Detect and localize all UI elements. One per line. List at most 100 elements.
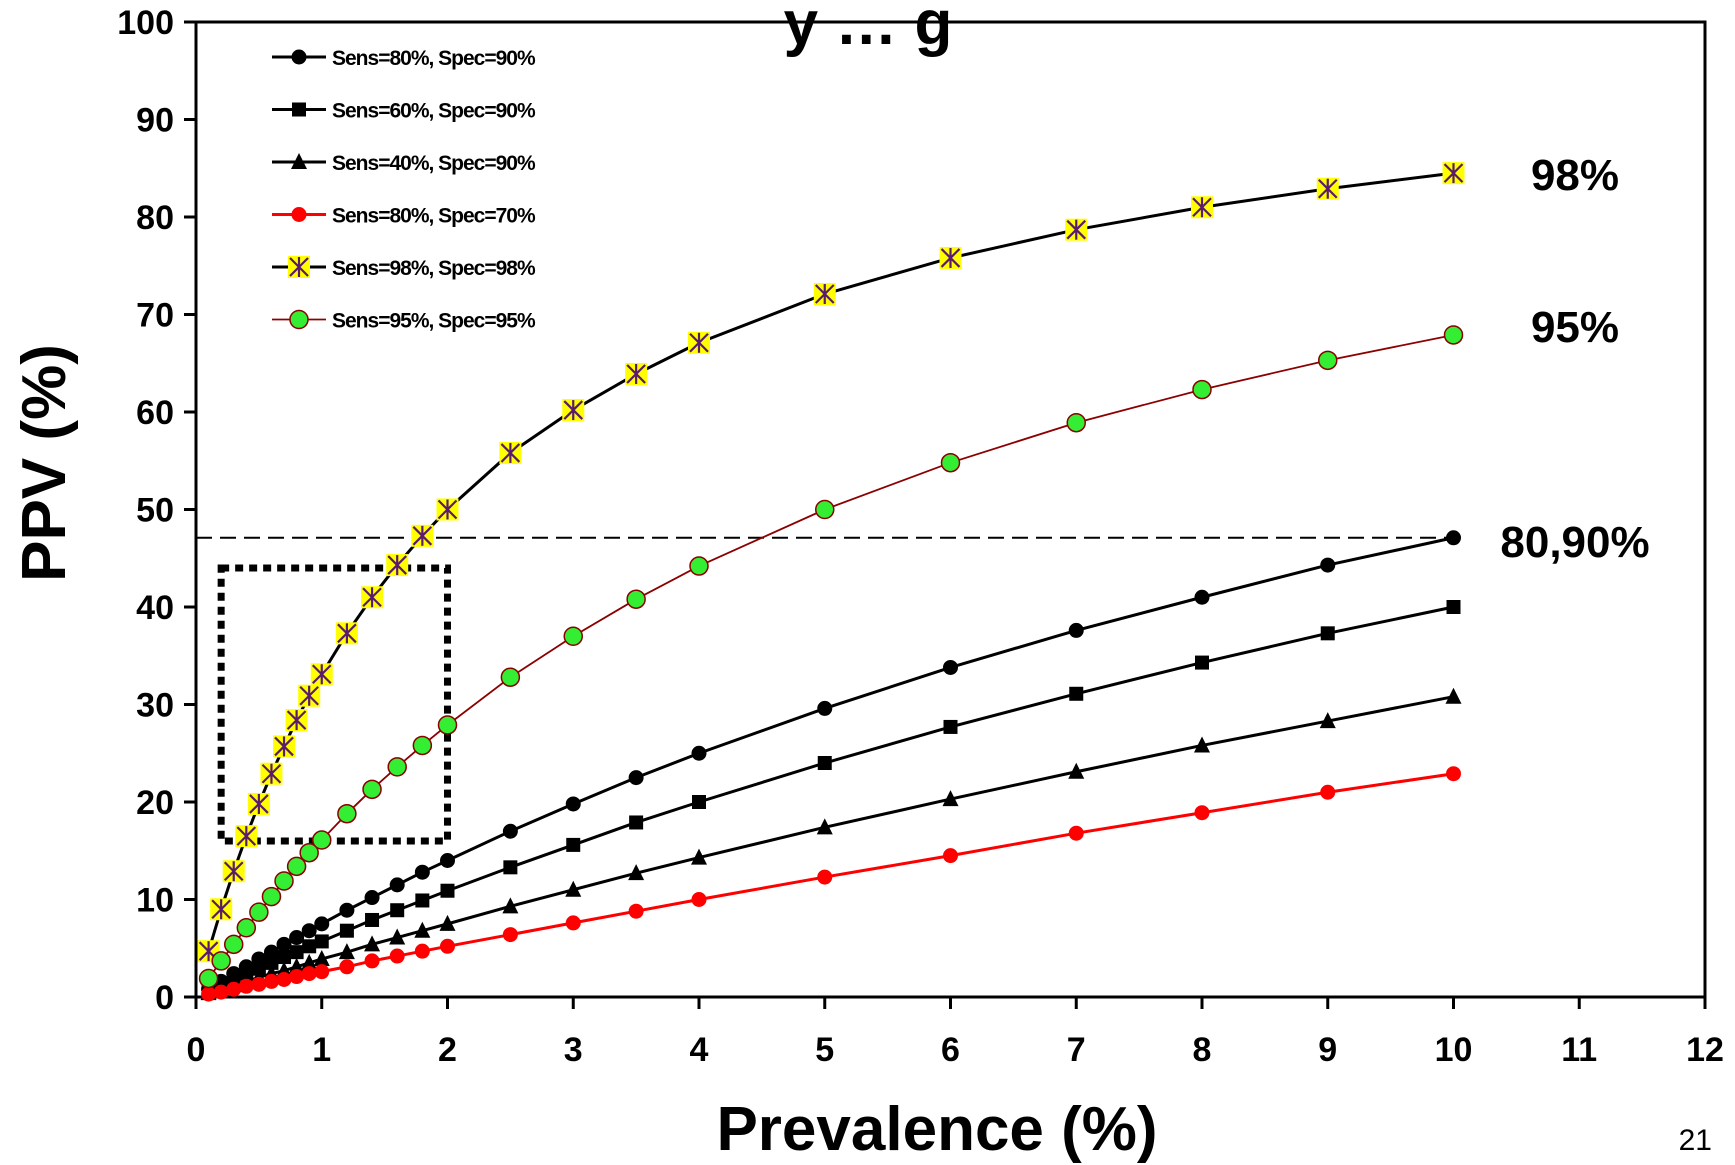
data-point	[314, 934, 329, 949]
data-point	[502, 927, 518, 943]
data-point	[629, 815, 644, 830]
data-point	[389, 877, 405, 893]
data-point	[274, 871, 294, 891]
data-point	[211, 951, 231, 971]
x-tick-label: 12	[1686, 1031, 1724, 1069]
y-axis-title: PPV (%)	[10, 344, 79, 582]
data-point	[414, 921, 431, 938]
data-point	[201, 986, 217, 1002]
y-axis-ticks: 0 10 20 30 40 50 60 70 80 90 100	[117, 4, 196, 1017]
legend-label: Sens=60%, Spec=90%	[332, 100, 536, 123]
data-point	[440, 938, 455, 954]
data-point	[390, 903, 405, 918]
y-tick-label: 50	[136, 492, 174, 530]
data-point	[1446, 530, 1461, 546]
x-axis-title: Prevalence (%)	[716, 1095, 1157, 1164]
legend: Sens=80%, Spec=90% Sens=60%, Spec=90% Sens…	[272, 47, 537, 333]
data-point	[628, 770, 644, 786]
data-point	[223, 934, 244, 955]
x-tick-label: 9	[1318, 1031, 1337, 1069]
data-point	[312, 830, 332, 850]
data-point	[499, 441, 522, 464]
data-point	[236, 918, 257, 938]
data-point	[1068, 622, 1084, 638]
data-point	[943, 848, 958, 864]
legend-item: Sens=40%, Spec=90%	[272, 152, 537, 175]
data-point	[1320, 784, 1336, 800]
data-point	[1194, 805, 1210, 821]
data-point	[813, 283, 836, 306]
x-tick-label: 0	[187, 1031, 206, 1069]
data-point	[302, 939, 317, 954]
legend-marker	[291, 153, 307, 169]
data-point	[286, 856, 307, 877]
y-tick-label: 10	[136, 882, 174, 920]
data-point	[1194, 589, 1210, 605]
series-sens-60-spec-90	[201, 600, 1461, 999]
data-point	[1068, 762, 1085, 779]
data-point	[414, 864, 430, 880]
data-point	[940, 452, 961, 473]
data-point	[389, 928, 406, 945]
data-point	[249, 902, 269, 922]
data-point	[439, 914, 456, 931]
data-point	[387, 757, 407, 777]
x-tick-label: 1	[312, 1031, 331, 1069]
annotation-label: 95%	[1531, 303, 1619, 352]
series-sens-98-spec-98	[197, 162, 1465, 963]
legend-marker	[289, 309, 309, 330]
data-point	[563, 626, 583, 646]
data-point	[1065, 218, 1088, 241]
data-point	[689, 556, 709, 576]
data-point	[1318, 350, 1338, 371]
annotations: 98% 95% 80,90%	[1500, 151, 1649, 567]
data-point	[565, 880, 582, 897]
data-point	[339, 923, 354, 938]
data-point	[1320, 626, 1335, 641]
data-point	[264, 955, 279, 970]
data-point	[565, 796, 581, 812]
data-point	[691, 745, 707, 761]
data-point	[226, 981, 242, 997]
data-point	[260, 762, 283, 785]
x-tick-label: 7	[1067, 1031, 1086, 1069]
data-point	[437, 715, 458, 735]
data-point	[273, 735, 296, 758]
y-tick-label: 90	[136, 102, 174, 140]
x-tick-label: 8	[1193, 1031, 1212, 1069]
data-point	[1066, 412, 1086, 433]
x-tick-label: 6	[941, 1031, 960, 1069]
data-point	[289, 945, 304, 960]
legend-marker	[291, 207, 307, 222]
data-point	[817, 700, 833, 716]
data-point	[440, 853, 455, 868]
y-tick-label: 100	[117, 4, 174, 42]
data-point	[386, 554, 409, 577]
data-point	[691, 892, 707, 907]
data-point	[502, 823, 518, 839]
data-point	[817, 869, 833, 885]
legend-marker	[292, 102, 306, 117]
data-point	[314, 916, 330, 932]
data-point	[566, 837, 581, 852]
legend-label: Sens=40%, Spec=90%	[332, 152, 536, 175]
y-tick-label: 40	[136, 589, 174, 627]
legend-item: Sens=95%, Spec=95%	[272, 309, 537, 333]
data-point	[1192, 379, 1212, 400]
x-tick-label: 10	[1435, 1031, 1473, 1069]
data-point	[816, 818, 833, 835]
series-layer	[197, 162, 1465, 1002]
data-point	[411, 524, 434, 547]
data-point	[943, 719, 958, 734]
data-point	[412, 735, 433, 756]
data-point	[440, 883, 455, 898]
annotation-label: 98%	[1531, 151, 1619, 200]
data-point	[1069, 686, 1084, 701]
data-point	[365, 912, 380, 927]
legend-item: Sens=98%, Spec=98%	[272, 256, 537, 280]
data-point	[261, 886, 282, 907]
data-point	[1316, 177, 1339, 200]
annotation-label: 80,90%	[1500, 518, 1649, 567]
data-point	[414, 943, 430, 959]
data-point	[213, 984, 229, 1000]
